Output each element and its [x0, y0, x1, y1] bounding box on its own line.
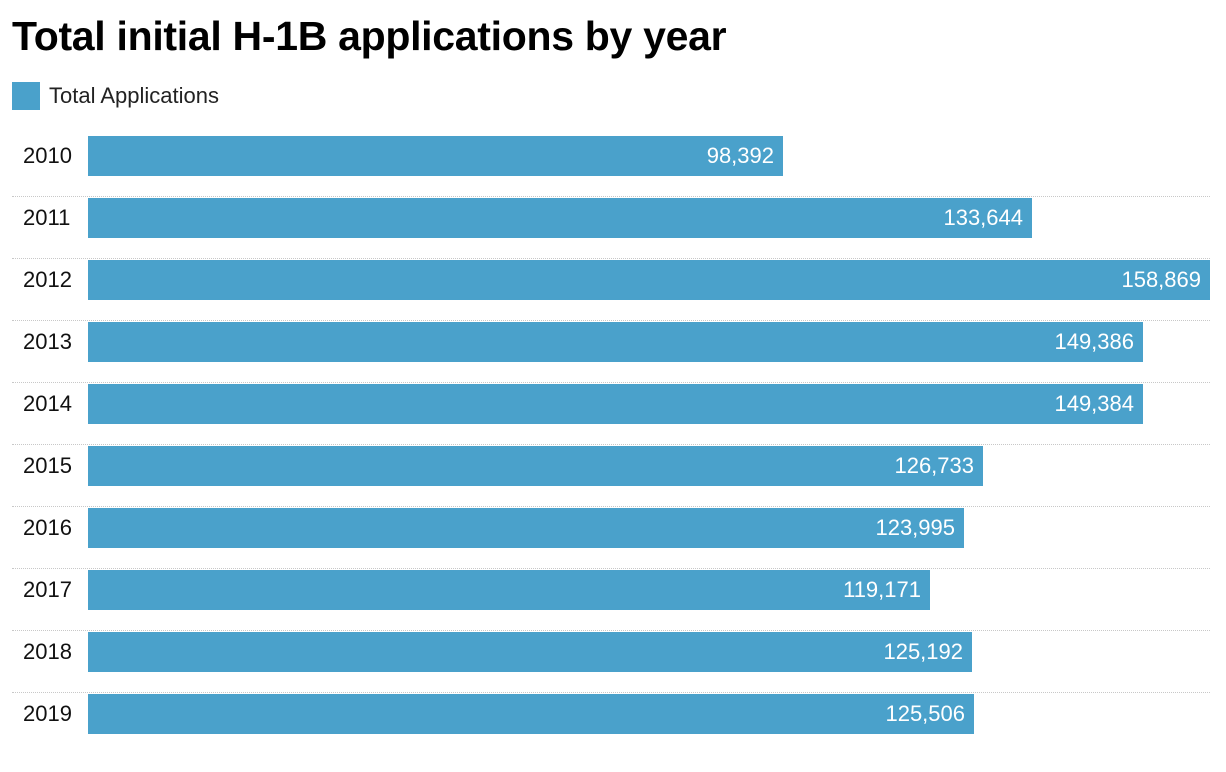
category-label: 2012 [23, 267, 72, 292]
row-divider [12, 444, 1210, 445]
legend-label: Total Applications [49, 83, 219, 108]
bar: 149,386 [88, 322, 1143, 362]
bar: 158,869 [88, 260, 1210, 300]
bar-row-2010: 2010 98,392 [12, 135, 1210, 197]
bar: 123,995 [88, 508, 964, 548]
bar-row-2018: 2018 125,192 [12, 631, 1210, 693]
category-label: 2010 [23, 143, 72, 168]
category-label: 2015 [23, 453, 72, 478]
bar-row-2019: 2019 125,506 [12, 693, 1210, 755]
bar-row-2017: 2017 119,171 [12, 569, 1210, 631]
category-label: 2018 [23, 639, 72, 664]
data-label: 149,384 [1054, 391, 1134, 416]
data-label: 125,506 [885, 701, 965, 726]
data-label: 126,733 [894, 453, 974, 478]
chart-title: Total initial H-1B applications by year [12, 13, 727, 59]
category-label: 2014 [23, 391, 72, 416]
row-divider [12, 692, 1210, 693]
bar: 98,392 [88, 136, 783, 176]
data-label: 133,644 [943, 205, 1023, 230]
bar: 125,506 [88, 694, 974, 734]
bar: 126,733 [88, 446, 983, 486]
category-label: 2016 [23, 515, 72, 540]
row-divider [12, 630, 1210, 631]
row-divider [12, 506, 1210, 507]
legend-swatch [12, 82, 40, 110]
data-label: 125,192 [883, 639, 963, 664]
category-label: 2013 [23, 329, 72, 354]
row-divider [12, 196, 1210, 197]
data-label: 119,171 [843, 577, 921, 602]
row-divider [12, 320, 1210, 321]
bar-row-2015: 2015 126,733 [12, 445, 1210, 507]
data-label: 149,386 [1054, 329, 1134, 354]
category-label: 2011 [23, 205, 71, 230]
data-label: 123,995 [875, 515, 955, 540]
bar: 125,192 [88, 632, 972, 672]
bar-row-2014: 2014 149,384 [12, 383, 1210, 445]
bar: 119,171 [88, 570, 930, 610]
bar-row-2012: 2012 158,869 [12, 259, 1210, 321]
bar-row-2013: 2013 149,386 [12, 321, 1210, 383]
data-label: 98,392 [706, 143, 774, 168]
category-label: 2017 [23, 577, 72, 602]
data-label: 158,869 [1121, 267, 1201, 292]
row-divider [12, 258, 1210, 259]
bar: 133,644 [88, 198, 1032, 238]
category-label: 2019 [23, 701, 72, 726]
bar: 149,384 [88, 384, 1143, 424]
row-divider [12, 382, 1210, 383]
legend: Total Applications [12, 82, 219, 110]
bar-row-2016: 2016 123,995 [12, 507, 1210, 569]
row-divider [12, 568, 1210, 569]
bar-row-2011: 2011 133,644 [12, 197, 1210, 259]
